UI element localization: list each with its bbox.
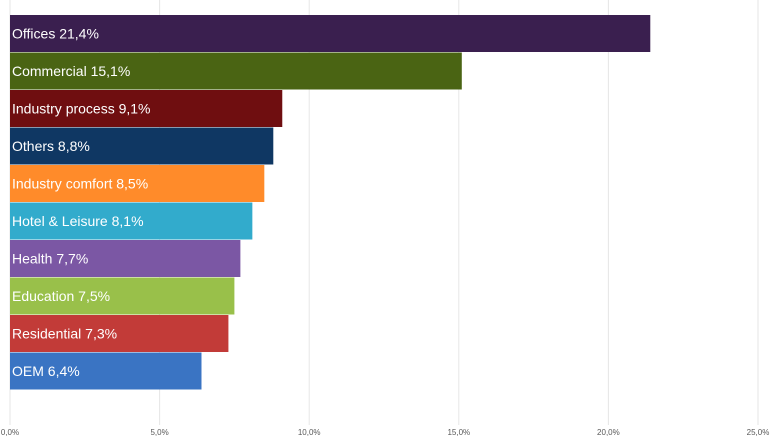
x-tick-label: 10,0% — [298, 428, 321, 437]
bar-data-label: Industry process 9,1% — [12, 101, 151, 117]
bar-data-label: Others 8,8% — [12, 138, 90, 154]
x-tick-label: 5,0% — [150, 428, 168, 437]
bar-data-label: Hotel & Leisure 8,1% — [12, 213, 144, 229]
bar — [10, 90, 283, 127]
bar — [10, 352, 202, 390]
bar — [10, 52, 462, 90]
x-tick-label: 0,0% — [1, 428, 19, 437]
bar — [10, 202, 253, 240]
bar-labels: Offices 21,4% Commercial 15,1% Industry pr… — [12, 26, 151, 380]
bar — [10, 315, 229, 352]
bar — [10, 127, 274, 165]
bar-data-label: Education 7,5% — [12, 288, 110, 304]
bar-data-label: Commercial 15,1% — [12, 63, 130, 79]
bar — [10, 240, 241, 277]
bars — [10, 15, 651, 390]
bar-data-label: OEM 6,4% — [12, 363, 80, 379]
bar-data-label: Health 7,7% — [12, 251, 88, 267]
bar — [10, 277, 235, 315]
bar — [10, 15, 651, 52]
bar — [10, 165, 265, 202]
bar-data-label: Industry comfort 8,5% — [12, 176, 148, 192]
x-tick-label: 15,0% — [447, 428, 470, 437]
x-tick-label: 25,0% — [747, 428, 770, 437]
bar-data-label: Residential 7,3% — [12, 326, 117, 342]
x-tick-label: 20,0% — [597, 428, 620, 437]
x-axis: 0,0% 5,0% 10,0% 15,0% 20,0% 25,0% — [1, 428, 769, 437]
bar-data-label: Offices 21,4% — [12, 26, 99, 42]
